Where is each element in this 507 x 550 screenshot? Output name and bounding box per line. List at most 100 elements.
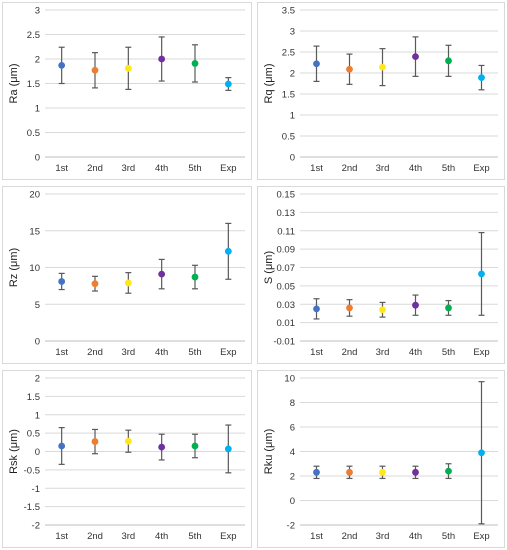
y-tick-label: -0.01 <box>273 337 295 348</box>
x-tick-label: 2nd <box>87 347 103 358</box>
y-tick-label: 2.5 <box>282 48 295 59</box>
x-tick-label: 1st <box>55 163 68 174</box>
data-point <box>379 63 386 71</box>
x-tick-label: 5th <box>442 347 455 358</box>
data-point <box>224 445 232 453</box>
data-point <box>412 468 419 476</box>
x-tick-label: 1st <box>55 347 68 358</box>
y-tick-label: -2 <box>287 521 295 532</box>
x-tick-label: Exp <box>473 347 489 358</box>
x-tick-label: Exp <box>473 531 489 542</box>
y-tick-label: 0.15 <box>277 190 296 201</box>
data-point <box>191 442 199 450</box>
data-point <box>124 64 132 72</box>
data-point <box>478 270 485 278</box>
data-point <box>91 438 99 445</box>
y-tick-label: 0.03 <box>277 300 296 311</box>
x-tick-label: 4th <box>155 531 168 542</box>
y-tick-label: 0.5 <box>282 132 295 143</box>
y-tick-label: 8 <box>290 398 295 409</box>
y-tick-label: 1.5 <box>27 392 40 403</box>
y-tick-label: 2 <box>290 472 295 483</box>
y-axis-label: Ra (μm) <box>8 64 20 104</box>
x-tick-label: 5th <box>188 163 201 174</box>
x-tick-label: 2nd <box>342 531 358 542</box>
data-point <box>124 279 132 287</box>
y-tick-label: 3 <box>35 6 40 17</box>
x-tick-label: 3rd <box>376 347 390 358</box>
data-point <box>91 280 99 288</box>
y-axis-label: Rku (μm) <box>263 429 275 474</box>
y-tick-label: 3 <box>290 27 295 38</box>
data-point <box>445 304 452 312</box>
data-point <box>346 65 353 73</box>
y-tick-label: 0 <box>35 447 40 458</box>
y-tick-label: 0.5 <box>27 128 40 139</box>
x-tick-label: 3rd <box>376 531 390 542</box>
y-tick-label: 0.09 <box>277 245 296 256</box>
data-point <box>224 247 232 255</box>
data-point <box>478 449 485 457</box>
chart-ra: 0 0.5 1 1.5 2 2.5 3 Ra (μm) 1st 2nd 3rd 4th 5th Exp <box>2 2 252 180</box>
y-axis-label: S (μm) <box>263 251 275 284</box>
x-tick-label: 5th <box>442 531 455 542</box>
data-point <box>191 273 199 281</box>
x-tick-label: 1st <box>310 163 323 174</box>
x-tick-label: 5th <box>188 531 201 542</box>
chart-rku: -2 0 2 4 6 8 10 Rku (μm) 1st 2nd 3rd 4th 5th Exp <box>257 370 505 548</box>
x-tick-label: Exp <box>220 531 236 542</box>
y-tick-label: 0 <box>35 153 40 164</box>
y-tick-label: 0.01 <box>277 318 296 329</box>
y-tick-label: 3.5 <box>282 6 295 17</box>
x-tick-label: Exp <box>220 347 236 358</box>
data-point <box>412 301 419 309</box>
y-tick-label: 0.13 <box>277 208 296 219</box>
y-tick-label: 4 <box>290 447 295 458</box>
x-tick-label: 4th <box>409 531 422 542</box>
x-tick-label: 2nd <box>87 163 103 174</box>
y-tick-label: 0 <box>35 337 40 348</box>
y-tick-label: 0.11 <box>277 226 295 237</box>
y-tick-label: 0.07 <box>277 263 296 274</box>
data-point <box>313 60 320 68</box>
chart-rq-svg: 0 0.5 1 1.5 2 2.5 3 3.5 Rq (μm) 1st 2nd 3rd 4th 5th Ex… <box>263 6 498 174</box>
y-tick-label: 20 <box>29 190 40 201</box>
y-tick-label: 2 <box>35 374 40 385</box>
y-axis-label: Rsk (μm) <box>8 429 20 474</box>
x-tick-label: 1st <box>310 531 323 542</box>
data-point <box>91 66 99 74</box>
y-tick-label: 5 <box>35 300 40 311</box>
data-point <box>58 278 66 285</box>
data-point <box>58 442 66 450</box>
data-point <box>445 467 452 475</box>
x-tick-label: 4th <box>409 163 422 174</box>
y-tick-label: -1.5 <box>24 502 40 513</box>
y-axis-label: Rz (μm) <box>8 248 20 287</box>
y-tick-label: -2 <box>32 521 40 532</box>
chart-rsk: -2 -1.5 -1 -0.5 0 0.5 1 1.5 2 Rsk (μm) 1st 2nd 3rd 4t… <box>2 370 252 548</box>
x-tick-label: 2nd <box>87 531 103 542</box>
data-point <box>158 443 166 451</box>
x-tick-label: 3rd <box>376 163 390 174</box>
chart-rz-svg: 0 5 10 15 20 Rz (μm) 1st 2nd 3rd 4th 5th Exp <box>8 190 245 358</box>
x-tick-label: 1st <box>310 347 323 358</box>
chart-rz: 0 5 10 15 20 Rz (μm) 1st 2nd 3rd 4th 5th Exp <box>2 186 252 364</box>
y-tick-label: 10 <box>284 374 295 385</box>
data-point <box>158 270 166 278</box>
y-tick-label: 15 <box>29 226 40 237</box>
data-point <box>58 61 66 69</box>
data-point <box>124 437 132 445</box>
y-tick-label: 1 <box>35 104 40 115</box>
x-tick-label: Exp <box>473 163 489 174</box>
data-point <box>224 80 232 88</box>
y-tick-label: -0.5 <box>24 465 40 476</box>
data-point <box>379 468 386 476</box>
y-tick-label: -1 <box>32 484 40 495</box>
y-tick-label: 0.5 <box>27 429 40 440</box>
data-point <box>478 74 485 82</box>
x-tick-label: 1st <box>55 531 68 542</box>
y-tick-label: 0.05 <box>277 281 296 292</box>
x-tick-label: 5th <box>442 163 455 174</box>
data-point <box>445 57 452 65</box>
data-point <box>313 468 320 476</box>
